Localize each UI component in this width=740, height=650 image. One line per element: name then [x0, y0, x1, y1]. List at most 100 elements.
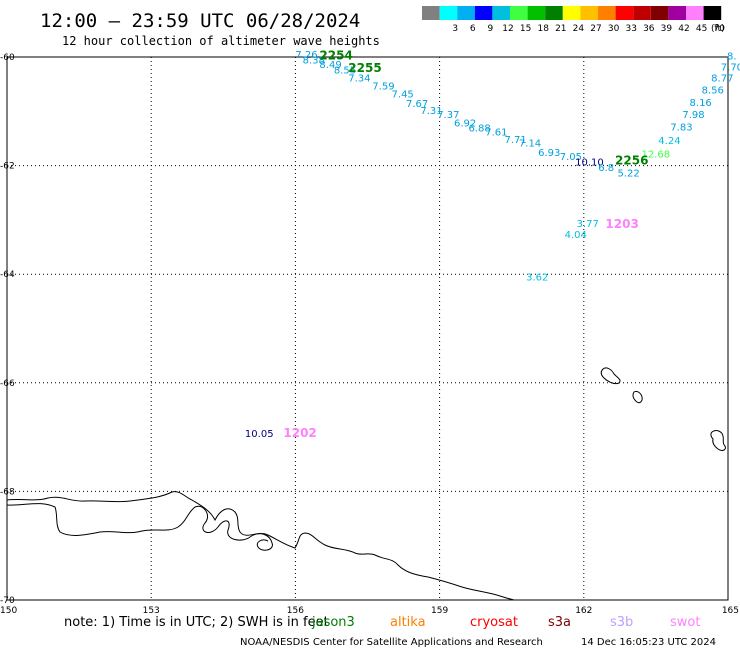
y-axis-ticks: -60 -62 -64 -66 -68 -70 [0, 53, 15, 606]
wave-height-reading: 8. [727, 52, 737, 63]
legend-label: 30 [608, 24, 620, 34]
coastline-peninsula [6, 503, 251, 541]
wave-height-reading: 6.92 [454, 119, 476, 130]
pass-time-label: 1202 [283, 426, 316, 440]
legend-label: 42 [678, 24, 689, 34]
legend-label: 15 [520, 24, 531, 34]
legend-label: 3 [452, 24, 458, 34]
wave-height-reading: 6.8 [598, 163, 614, 174]
y-tick-label: -62 [0, 162, 15, 172]
mission-s3a: s3a [548, 615, 571, 630]
page-title: 12:00 — 23:59 UTC 06/28/2024 [40, 10, 360, 32]
x-tick-label: 162 [575, 606, 592, 616]
legend-label: 6 [470, 24, 476, 34]
wave-height-reading: 7.45 [392, 90, 414, 101]
wave-height-reading: 7.26 [295, 50, 317, 61]
wave-height-reading: 4.04 [565, 230, 587, 241]
wave-height-reading: 8.49 [319, 60, 341, 71]
island-3 [710, 430, 726, 451]
legend-label: 9 [488, 24, 494, 34]
island-2 [632, 390, 643, 404]
legend-label: 27 [590, 24, 601, 34]
mission-s3b: s3b [610, 615, 633, 630]
wave-height-reading: 7.70 [721, 63, 740, 74]
x-tick-label: 153 [143, 606, 160, 616]
wave-height-reading: 12.68 [641, 149, 670, 160]
legend-swatch [422, 6, 440, 20]
wave-height-reading: 7.61 [485, 128, 507, 139]
mission-legend: jason3 altika cryosat s3a s3b swot [311, 615, 700, 630]
x-tick-label: 159 [431, 606, 448, 616]
island-1 [600, 367, 621, 385]
wave-height-reading: 8.56 [702, 85, 724, 96]
pass-time-label: 2256 [615, 154, 648, 168]
legend-unit: (ft) [711, 24, 725, 34]
pass-time-label: 2255 [348, 61, 381, 75]
footer-note: note: 1) Time is in UTC; 2) SWH is in fe… [64, 615, 329, 630]
wave-height-reading: 3.62 [526, 273, 548, 284]
legend-swatch [686, 6, 704, 20]
legend-swatch [650, 6, 669, 20]
wave-height-reading: 3.77 [577, 219, 599, 230]
legend-label: 33 [625, 24, 636, 34]
wave-height-reading: 7.83 [670, 122, 692, 133]
x-tick-label: 150 [0, 606, 17, 616]
mission-altika: altika [390, 615, 426, 630]
legend-swatch [633, 6, 651, 20]
y-tick-label: -66 [0, 379, 15, 389]
y-tick-label: -60 [0, 53, 15, 63]
coastline-main [6, 491, 515, 601]
wave-height-reading: 7.59 [372, 82, 394, 93]
wave-height-reading: 7.71 [504, 135, 526, 146]
legend-swatch [439, 6, 458, 20]
wave-height-reading: 6.93 [538, 148, 560, 159]
x-axis-ticks: 150 153 156 159 162 165 [0, 606, 739, 616]
mission-swot: swot [670, 615, 700, 630]
map-frame [6, 56, 729, 601]
wave-height-reading: 7.34 [348, 73, 370, 84]
map-gridlines [7, 57, 728, 600]
legend-swatch [703, 6, 722, 20]
wave-height-reading: 7.05 [560, 152, 582, 163]
legend-swatch [457, 6, 475, 20]
antarctic-coastline [6, 367, 726, 601]
legend-label: 12 [502, 24, 513, 34]
legend-label: 36 [643, 24, 655, 34]
pass-time-label: 1203 [605, 217, 638, 231]
legend-label: 70 [713, 24, 725, 34]
wave-height-reading: 4.24 [658, 136, 680, 147]
x-tick-label: 156 [287, 606, 304, 616]
legend-label: 24 [573, 24, 585, 34]
wave-height-reading: 8.38 [303, 56, 325, 67]
legend-label: 18 [537, 24, 549, 34]
mission-cryosat: cryosat [470, 615, 518, 630]
y-tick-label: -70 [0, 596, 15, 606]
legend-swatch [615, 6, 634, 20]
legend-label: 39 [661, 24, 673, 34]
wave-height-reading: 7.31 [420, 106, 442, 117]
wave-height-reading: 5.22 [617, 168, 639, 179]
y-tick-label: -64 [0, 270, 15, 280]
wave-height-reading: 7.67 [406, 99, 428, 110]
wave-height-reading: 7.37 [437, 110, 459, 121]
legend-swatch [545, 6, 563, 20]
footer-credit: NOAA/NESDIS Center for Satellite Applica… [240, 637, 543, 648]
wave-height-reading: 6.88 [468, 123, 490, 134]
x-tick-label: 165 [722, 606, 739, 616]
footer-timestamp: 14 Dec 16:05:23 UTC 2024 [581, 637, 716, 648]
legend-swatch [580, 6, 598, 20]
legend-swatch [598, 6, 616, 20]
legend-label: 21 [555, 24, 566, 34]
color-legend: 3 6 9 12 15 18 21 24 27 30 33 36 39 42 45 70 [422, 6, 725, 34]
wave-height-reading: 10.05 [245, 429, 274, 440]
wave-height-reading: 8.55 [334, 65, 356, 76]
legend-swatch [492, 6, 510, 20]
wave-height-reading: 8.16 [690, 98, 712, 109]
legend-label: 45 [696, 24, 707, 34]
wave-height-reading: 7.14 [519, 139, 541, 150]
wave-height-reading: 10.10 [575, 158, 604, 169]
wave-height-reading: 8.77 [711, 73, 733, 84]
pass-time-label: 2254 [319, 49, 352, 63]
